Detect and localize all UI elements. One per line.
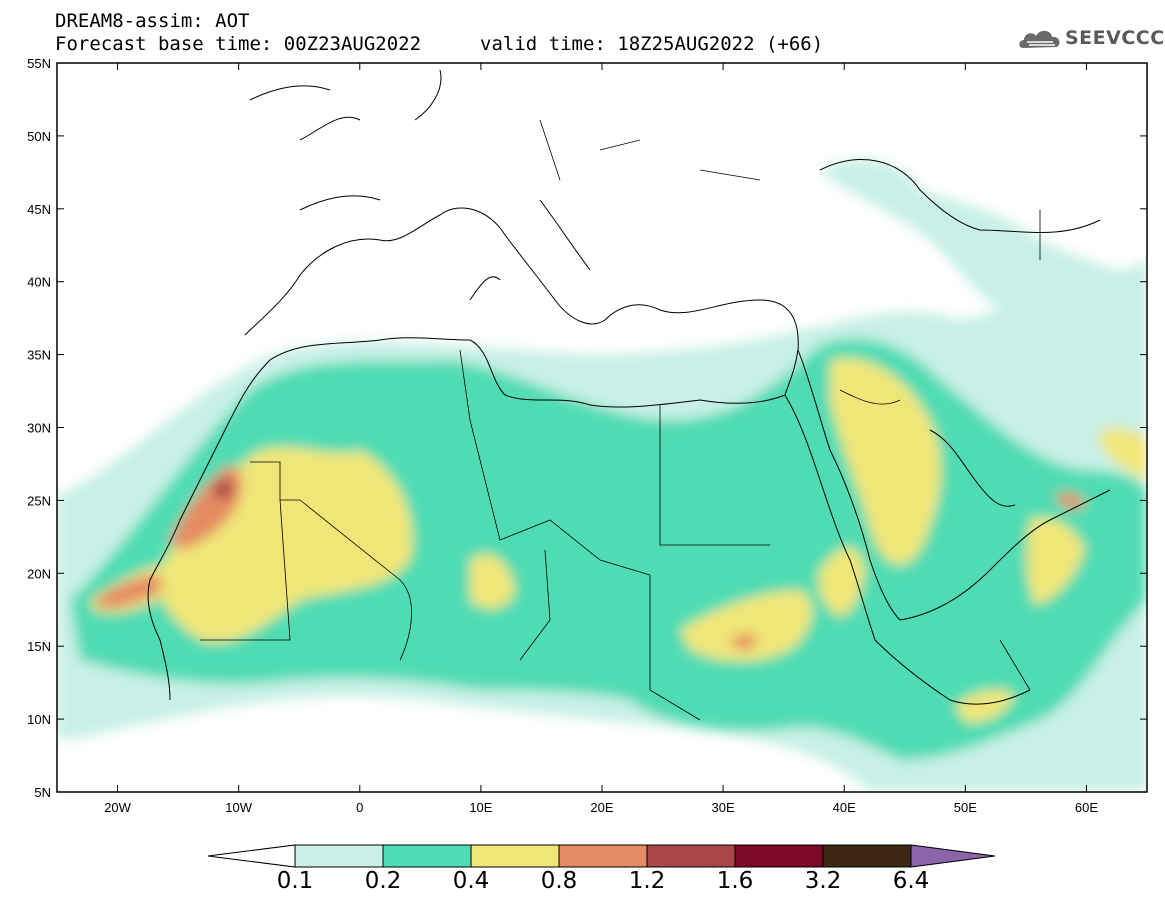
logo-text: SEEVCCC	[1065, 27, 1165, 49]
aot-field	[57, 69, 1147, 792]
lon-label: 50E	[954, 800, 977, 815]
colorbar-label: 0.4	[452, 868, 490, 894]
colorbar-label: 0.2	[364, 868, 402, 894]
lon-label: 40E	[833, 800, 856, 815]
lon-label: 10W	[225, 800, 252, 815]
aot-contour-0.4-redsea	[818, 547, 865, 616]
map-title: DREAM8-assim: AOT	[55, 10, 250, 32]
aot-contour-0.4-sudan	[680, 590, 813, 662]
lon-label: 30E	[712, 800, 735, 815]
colorbar-swatch	[470, 844, 560, 868]
colorbar-swatch	[294, 844, 384, 868]
latitude-ticks: 55N 50N 45N 40N 35N 30N 25N 20N 15N 10N 5N	[27, 56, 1147, 800]
lon-label: 20E	[590, 800, 613, 815]
colorbar-swatch	[646, 844, 736, 868]
cloud-icon	[1019, 30, 1060, 48]
aot-contour-0.4-gulf	[1100, 428, 1147, 480]
colorbar-label: 3.2	[804, 868, 842, 894]
lon-label: 60E	[1075, 800, 1098, 815]
colorbar-label: 1.2	[628, 868, 666, 894]
lon-label: 10E	[469, 800, 492, 815]
forecast-base-time: Forecast base time: 00Z23AUG2022	[55, 33, 422, 55]
lat-label: 45N	[27, 202, 51, 217]
colorbar-low-arrow	[207, 844, 296, 868]
lon-label: 20W	[104, 800, 131, 815]
aot-contour-0.8-oman	[1055, 493, 1085, 509]
lat-label: 40N	[27, 275, 51, 290]
lat-label: 25N	[27, 493, 51, 508]
aot-contour-0.4-mid	[470, 554, 515, 609]
lat-label: 5N	[34, 785, 51, 800]
colorbar-swatch	[558, 844, 648, 868]
colorbar-label: 1.6	[716, 868, 754, 894]
aot-contour-0.8-sudan	[730, 633, 757, 650]
borders	[200, 119, 1041, 721]
colorbar-swatch	[822, 844, 912, 868]
lat-label: 20N	[27, 566, 51, 581]
colorbar	[207, 844, 996, 868]
lat-label: 15N	[27, 639, 51, 654]
lat-label: 50N	[27, 129, 51, 144]
colorbar-swatch	[734, 844, 824, 868]
colorbar-label: 0.1	[276, 868, 314, 894]
colorbar-swatch	[382, 844, 472, 868]
longitude-ticks: 20W 10W 0 10E 20E 30E 40E 50E 60E	[104, 63, 1098, 815]
lat-label: 10N	[27, 712, 51, 727]
lon-label: 0	[356, 800, 363, 815]
lat-label: 30N	[27, 421, 51, 436]
aot-contour-1.2	[214, 479, 234, 500]
aot-contour-0.8-coast	[95, 575, 162, 609]
colorbar-label: 0.8	[540, 868, 578, 894]
colorbar-label: 6.4	[892, 868, 930, 894]
aot-contour-0.4-somalia	[955, 689, 1015, 723]
aot-contour-0.4-arabia	[830, 358, 941, 565]
aot-contour-0.4-oman	[1026, 517, 1085, 605]
seevccc-logo: SEEVCCC	[1017, 24, 1164, 54]
aot-contour-0.1-north	[820, 159, 1147, 340]
colorbar-high-arrow	[910, 844, 996, 868]
lat-label: 35N	[27, 348, 51, 363]
coastlines	[147, 69, 1111, 705]
valid-time: valid time: 18Z25AUG2022 (+66)	[480, 33, 824, 55]
lat-label: 55N	[27, 56, 51, 71]
